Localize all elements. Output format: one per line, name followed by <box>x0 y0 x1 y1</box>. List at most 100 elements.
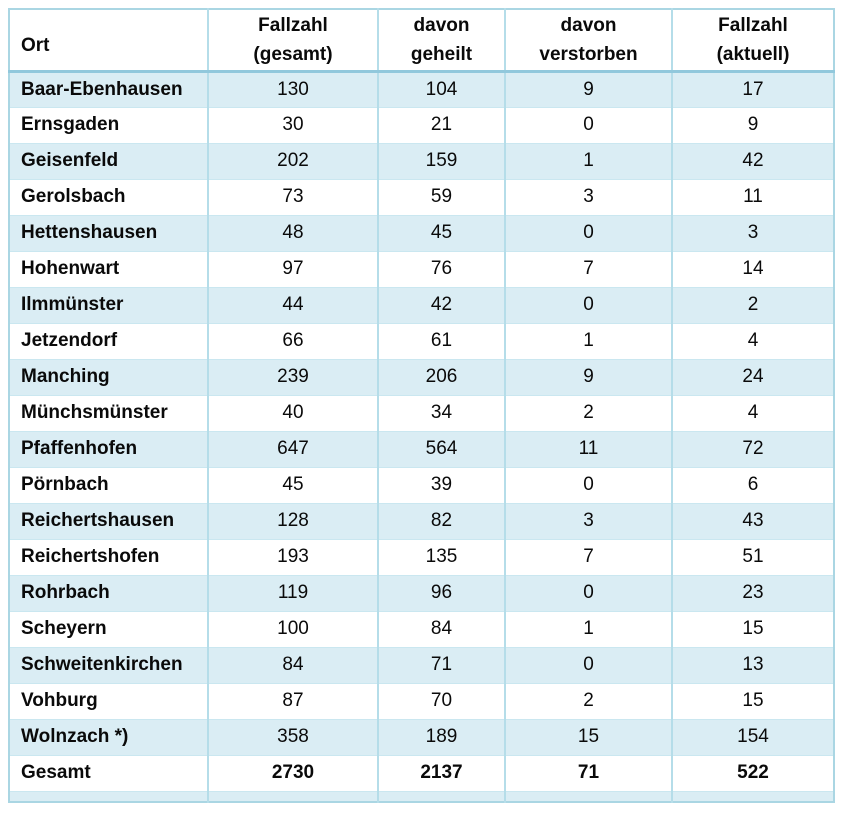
ort-cell: Hohenwart <box>9 250 208 287</box>
verstorben-cell: 2 <box>504 394 672 431</box>
verstorben-cell: 7 <box>504 250 672 287</box>
gesamt-cell: 647 <box>207 430 378 467</box>
table-row: Hohenwart 97 76 7 14 <box>9 250 834 287</box>
gesamt-cell: 2730 <box>207 754 378 791</box>
table-row: Baar-Ebenhausen 130 104 9 17 <box>9 71 834 107</box>
verstorben-cell: 2 <box>504 682 672 719</box>
col-header-davon-verstorben: davon verstorben <box>504 9 672 73</box>
table-row: Gerolsbach 73 59 3 11 <box>9 178 834 215</box>
ort-cell: Ilmmünster <box>9 286 208 323</box>
verstorben-cell: 0 <box>504 286 672 323</box>
verstorben-cell: 0 <box>504 106 672 143</box>
col-header-label: (gesamt) <box>253 43 333 65</box>
table-row: Geisenfeld 202 159 1 42 <box>9 142 834 179</box>
verstorben-cell: 0 <box>504 646 672 683</box>
table-row: Ilmmünster 44 42 0 2 <box>9 286 834 323</box>
aktuell-cell: 24 <box>671 358 834 395</box>
gesamt-cell: 119 <box>207 574 378 611</box>
table-row: Reichertshausen 128 82 3 43 <box>9 502 834 539</box>
aktuell-cell: 17 <box>671 71 834 107</box>
gesamt-cell: 100 <box>207 610 378 647</box>
geheilt-cell: 564 <box>377 430 505 467</box>
ort-cell: Reichertshofen <box>9 538 208 575</box>
table-row: Pörnbach 45 39 0 6 <box>9 466 834 503</box>
table-row: Scheyern 100 84 1 15 <box>9 610 834 647</box>
ort-cell: Wolnzach *) <box>9 718 208 755</box>
aktuell-cell: 14 <box>671 250 834 287</box>
gesamt-cell: 84 <box>207 646 378 683</box>
geheilt-cell: 76 <box>377 250 505 287</box>
gesamt-cell: 87 <box>207 682 378 719</box>
aktuell-cell: 3 <box>671 214 834 251</box>
col-header-label: davon <box>413 14 470 36</box>
aktuell-cell: 4 <box>671 322 834 359</box>
aktuell-cell: 23 <box>671 574 834 611</box>
gesamt-cell: 193 <box>207 538 378 575</box>
table-row: Münchsmünster 40 34 2 4 <box>9 394 834 431</box>
geheilt-cell: 71 <box>377 646 505 683</box>
table-row: Vohburg 87 70 2 15 <box>9 682 834 719</box>
gesamt-cell: 202 <box>207 142 378 179</box>
aktuell-cell: 42 <box>671 142 834 179</box>
ort-cell: Baar-Ebenhausen <box>9 71 208 107</box>
aktuell-cell: 72 <box>671 430 834 467</box>
table-row: Jetzendorf 66 61 1 4 <box>9 322 834 359</box>
col-header-label: Fallzahl <box>718 14 788 36</box>
gesamt-cell: 44 <box>207 286 378 323</box>
verstorben-cell: 9 <box>504 358 672 395</box>
aktuell-cell: 43 <box>671 502 834 539</box>
col-header-label: davon <box>560 14 617 36</box>
gesamt-cell: 128 <box>207 502 378 539</box>
table-row: Rohrbach 119 96 0 23 <box>9 574 834 611</box>
geheilt-cell: 82 <box>377 502 505 539</box>
geheilt-cell: 21 <box>377 106 505 143</box>
gesamt-cell: 40 <box>207 394 378 431</box>
total-row: Gesamt 2730 2137 71 522 <box>9 754 834 791</box>
ort-cell: Rohrbach <box>9 574 208 611</box>
col-header-ort: Ort <box>9 9 208 73</box>
aktuell-cell: 15 <box>671 682 834 719</box>
ort-cell: Münchsmünster <box>9 394 208 431</box>
verstorben-cell: 3 <box>504 178 672 215</box>
col-header-label: geheilt <box>410 43 473 65</box>
geheilt-cell: 61 <box>377 322 505 359</box>
gesamt-cell: 30 <box>207 106 378 143</box>
table-row: Schweitenkirchen 84 71 0 13 <box>9 646 834 683</box>
ort-cell: Manching <box>9 358 208 395</box>
ort-cell: Jetzendorf <box>9 322 208 359</box>
verstorben-cell: 71 <box>504 754 672 791</box>
gesamt-cell: 97 <box>207 250 378 287</box>
verstorben-cell: 1 <box>504 610 672 647</box>
geheilt-cell: 42 <box>377 286 505 323</box>
geheilt-cell: 59 <box>377 178 505 215</box>
verstorben-cell: 0 <box>504 574 672 611</box>
aktuell-cell: 4 <box>671 394 834 431</box>
geheilt-cell: 45 <box>377 214 505 251</box>
verstorben-cell: 1 <box>504 142 672 179</box>
ort-cell: Reichertshausen <box>9 502 208 539</box>
table-row: Ernsgaden 30 21 0 9 <box>9 106 834 143</box>
aktuell-cell: 9 <box>671 106 834 143</box>
table-row: Pfaffenhofen 647 564 11 72 <box>9 430 834 467</box>
aktuell-cell: 154 <box>671 718 834 755</box>
geheilt-cell: 159 <box>377 142 505 179</box>
covid-case-numbers-table: Ort Fallzahl (gesamt) davon geheilt davo… <box>8 8 835 803</box>
ort-cell: Geisenfeld <box>9 142 208 179</box>
verstorben-cell: 0 <box>504 466 672 503</box>
ort-cell: Hettenshausen <box>9 214 208 251</box>
aktuell-cell: 6 <box>671 466 834 503</box>
col-header-label: (aktuell) <box>716 43 790 65</box>
table-row: Wolnzach *) 358 189 15 154 <box>9 718 834 755</box>
col-header-davon-geheilt: davon geheilt <box>377 9 505 73</box>
ort-cell: Pfaffenhofen <box>9 430 208 467</box>
verstorben-cell: 7 <box>504 538 672 575</box>
gesamt-cell: 358 <box>207 718 378 755</box>
aktuell-cell: 2 <box>671 286 834 323</box>
geheilt-cell: 2137 <box>377 754 505 791</box>
bottom-accent-strip <box>9 790 834 802</box>
ort-cell: Vohburg <box>9 682 208 719</box>
ort-cell: Scheyern <box>9 610 208 647</box>
verstorben-cell: 0 <box>504 214 672 251</box>
table-row: Manching 239 206 9 24 <box>9 358 834 395</box>
ort-cell: Gerolsbach <box>9 178 208 215</box>
